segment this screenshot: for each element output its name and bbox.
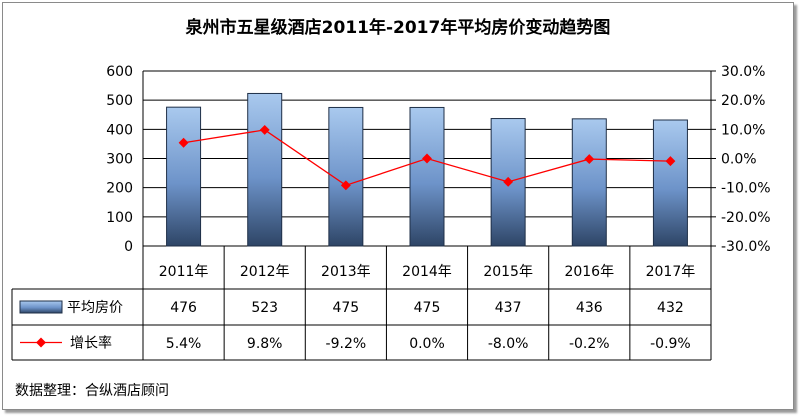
growth-rate-point-2015年 [503, 176, 514, 187]
bar-data-label: 523 [251, 300, 278, 316]
chart: 泉州市五星级酒店2011年-2017年平均房价变动趋势图 600 500 400 30… [11, 17, 771, 399]
y-left-tick-label: 600 [106, 64, 133, 80]
bar-data-label: 437 [495, 300, 522, 316]
growth-rate-point-2016年 [584, 154, 595, 165]
line-data-label: -9.2% [326, 336, 367, 352]
line-data-label: -0.9% [650, 336, 691, 352]
x-tick-label: 2013年 [321, 264, 371, 280]
bar-2013年 [328, 106, 364, 247]
chart-frame: 泉州市五星级酒店2011年-2017年平均房价变动趋势图 600 500 400 30… [2, 2, 794, 410]
line-data-label: 9.8% [247, 336, 283, 352]
y-left-tick-label: 100 [106, 210, 133, 226]
bar-data-label: 436 [576, 300, 603, 316]
legend-bar-swatch [19, 300, 63, 314]
bar-2014年 [409, 106, 445, 247]
legend-bar-label: 平均房价 [67, 300, 123, 316]
legend-line-marker [36, 337, 46, 348]
y-right-tick-label: -20.0% [721, 210, 771, 226]
source-note: 数据整理：合纵酒店顾问 [15, 383, 169, 399]
data-table: 2011年 476 5.4% 2012年 523 9.8% 2013年 475 -9.2% 201… [11, 246, 712, 361]
line-data-label: -8.0% [488, 336, 529, 352]
line-data-label: 5.4% [166, 336, 202, 352]
y-right-tick-label: 30.0% [721, 64, 765, 80]
bar-2016年 [571, 118, 607, 247]
y-left-tick-label: 200 [106, 181, 133, 197]
growth-rate-point-2011年 [178, 137, 189, 148]
x-tick-label: 2017年 [646, 264, 696, 280]
bar-data-label: 432 [657, 300, 684, 316]
y-right-tick-label: 10.0% [721, 122, 765, 138]
y-axis-left: 600 500 400 300 200 100 0 [106, 64, 144, 255]
y-right-tick-label: -10.0% [721, 181, 771, 197]
legend-line-label: 增长率 [70, 335, 112, 352]
chart-title: 泉州市五星级酒店2011年-2017年平均房价变动趋势图 [185, 17, 611, 38]
bar-2011年 [166, 106, 202, 247]
bar-2012年 [247, 92, 283, 247]
growth-rate-point-2013年 [340, 180, 351, 191]
bar-data-label: 475 [332, 300, 359, 316]
line-series [178, 124, 676, 191]
y-right-tick-label: 20.0% [721, 93, 765, 109]
growth-rate-point-2014年 [422, 153, 432, 164]
bar-data-label: 475 [414, 300, 441, 316]
x-tick-label: 2015年 [483, 264, 533, 280]
y-left-tick-label: 400 [106, 122, 133, 138]
bar-data-label: 476 [170, 300, 197, 316]
y-left-tick-label: 500 [106, 93, 133, 109]
x-tick-label: 2012年 [240, 264, 290, 280]
y-left-tick-label: 300 [106, 152, 133, 168]
growth-rate-point-2017年 [665, 156, 676, 167]
y-axis-right: 30.0% 20.0% 10.0% 0.0% -10.0% -20.0% -30.0% [710, 64, 771, 255]
line-data-label: 0.0% [409, 336, 445, 352]
x-tick-label: 2011年 [159, 264, 209, 280]
y-right-tick-label: -30.0% [721, 239, 771, 255]
bar-series [166, 92, 688, 247]
x-tick-label: 2016年 [564, 264, 614, 280]
line-data-label: -0.2% [569, 336, 610, 352]
y-right-tick-label: 0.0% [721, 152, 757, 168]
bar-2017年 [652, 119, 688, 247]
y-left-tick-label: 0 [124, 239, 133, 255]
x-tick-label: 2014年 [402, 264, 452, 280]
